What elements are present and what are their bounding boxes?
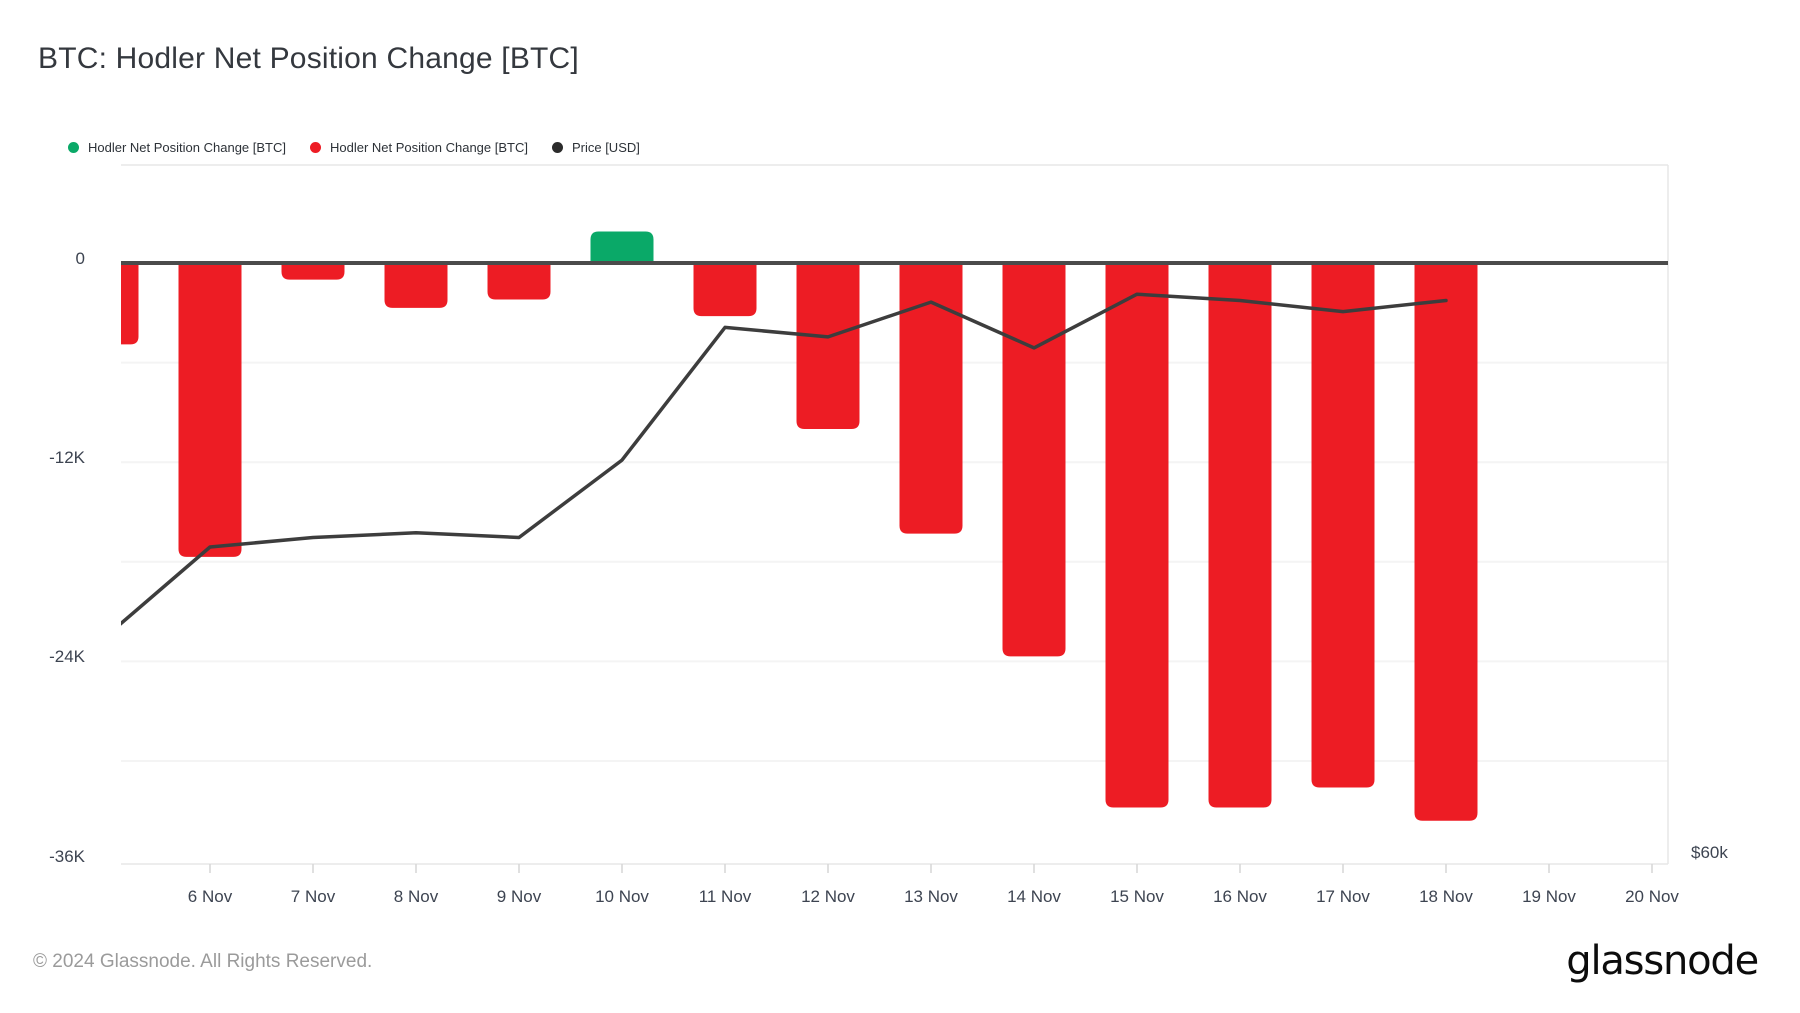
x-axis-label: 10 Nov: [595, 887, 649, 906]
green-dot-icon: [68, 142, 79, 153]
legend-label: Hodler Net Position Change [BTC]: [88, 140, 286, 155]
x-axis-label: 13 Nov: [904, 887, 958, 906]
legend-label: Price [USD]: [571, 140, 640, 155]
x-axis-label: 6 Nov: [187, 887, 233, 906]
glassnode-logo[interactable]: glassnode: [1566, 938, 1759, 984]
price-line-group: [107, 292, 1448, 635]
legend: Hodler Net Position Change [BTC] Hodler …: [68, 140, 640, 155]
x-axis-label: 20 Nov: [1625, 887, 1679, 906]
y-axis-label: -36K: [49, 846, 85, 866]
bar-13-nov[interactable]: [899, 263, 963, 534]
bar-17-nov[interactable]: [1311, 263, 1375, 788]
bar-6-nov[interactable]: [178, 263, 242, 557]
price-line[interactable]: [107, 292, 1448, 635]
bar-18-nov[interactable]: [1414, 263, 1478, 821]
bars-group: [76, 231, 1478, 821]
x-axis-label: 15 Nov: [1110, 887, 1164, 906]
x-axis-label: 18 Nov: [1419, 887, 1473, 906]
bar-9-nov[interactable]: [487, 263, 551, 300]
bar-16-nov[interactable]: [1208, 263, 1272, 808]
bar-5-nov[interactable]: [76, 263, 139, 345]
bar-8-nov[interactable]: [384, 263, 448, 308]
x-axis-label: 16 Nov: [1213, 887, 1267, 906]
y-axis-label: -12K: [49, 448, 85, 468]
legend-label: Hodler Net Position Change [BTC]: [329, 140, 528, 155]
x-axis-label: 14 Nov: [1007, 887, 1061, 906]
x-axis-label: 11 Nov: [698, 887, 752, 906]
y-axis-label: 0: [75, 249, 85, 268]
copyright-text: © 2024 Glassnode. All Rights Reserved.: [33, 951, 373, 972]
x-axis-label: 9 Nov: [496, 887, 542, 906]
x-axis-label: 8 Nov: [393, 887, 439, 906]
legend-item-hodler-negative[interactable]: Hodler Net Position Change [BTC]: [309, 140, 528, 155]
x-axis-label: 17 Nov: [1316, 887, 1370, 906]
chart-title: BTC: Hodler Net Position Change [BTC]: [38, 42, 579, 75]
x-axis-label: 12 Nov: [801, 887, 855, 906]
y-axis-label: -24K: [49, 647, 85, 667]
bar-15-nov[interactable]: [1105, 263, 1169, 808]
right-axis-price-label: $60k: [1691, 843, 1728, 862]
red-dot-icon: [309, 142, 321, 153]
bar-12-nov[interactable]: [796, 263, 860, 429]
bar-10-nov[interactable]: [590, 231, 654, 263]
bar-14-nov[interactable]: [1002, 263, 1066, 657]
x-axis-label: 19 Nov: [1522, 887, 1576, 906]
black-dot-icon: [551, 142, 563, 153]
bar-7-nov[interactable]: [281, 263, 345, 280]
bar-11-nov[interactable]: [693, 263, 757, 317]
x-axis-label: 7 Nov: [290, 887, 336, 906]
legend-item-price[interactable]: Price [USD]: [551, 140, 640, 155]
legend-item-hodler-positive[interactable]: Hodler Net Position Change [BTC]: [68, 140, 286, 155]
